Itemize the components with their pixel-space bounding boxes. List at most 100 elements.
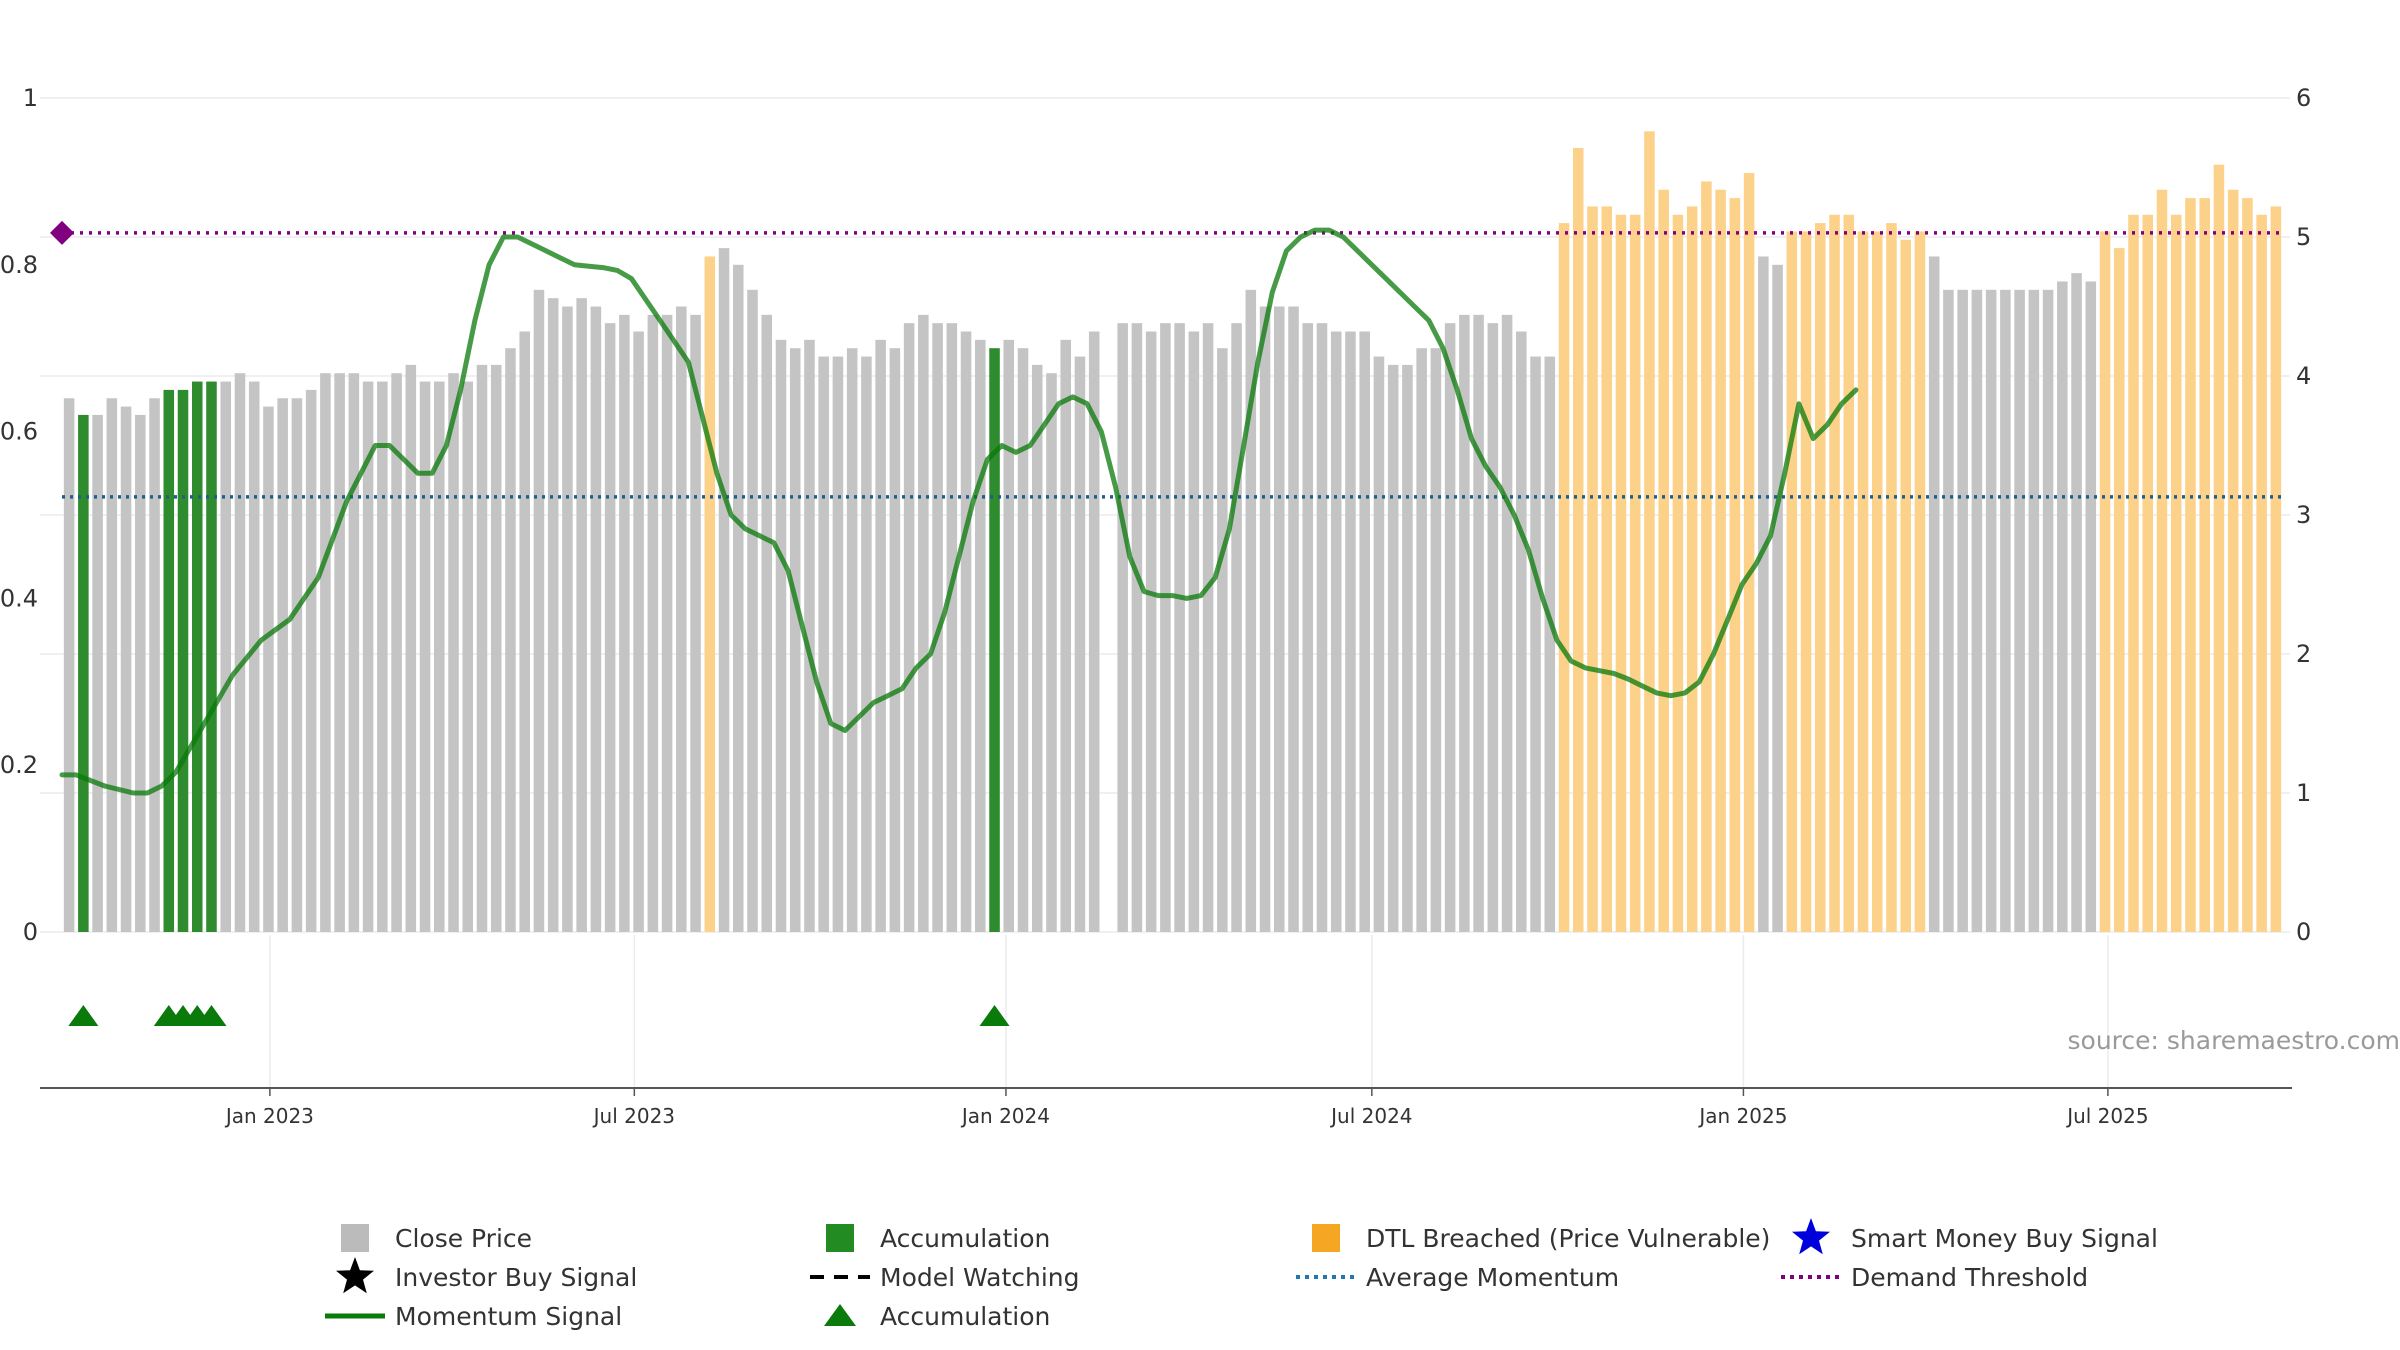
bar-close-price bbox=[291, 398, 303, 932]
bar-close-price bbox=[1231, 323, 1242, 932]
bar-close-price bbox=[547, 298, 559, 932]
bar-dtl-breached bbox=[1743, 173, 1755, 932]
bar-close-price bbox=[234, 373, 246, 933]
bar-close-price bbox=[220, 381, 231, 932]
bar-close-price bbox=[1928, 256, 1940, 933]
bar-close-price bbox=[448, 373, 459, 933]
bar-close-price bbox=[732, 264, 744, 932]
bar-dtl-breached bbox=[1601, 206, 1613, 933]
bar-dtl-breached bbox=[1886, 223, 1897, 933]
x-tick-label: Jul 2024 bbox=[1329, 1104, 1412, 1128]
y-left-tick-label: 1 bbox=[23, 84, 38, 112]
bar-dtl-breached bbox=[1587, 206, 1598, 933]
legend-label: Smart Money Buy Signal bbox=[1851, 1224, 2158, 1253]
legend-label: Investor Buy Signal bbox=[395, 1263, 637, 1292]
bar-close-price bbox=[63, 398, 75, 932]
y-left-tick-label: 0.8 bbox=[0, 251, 38, 279]
bar-dtl-breached bbox=[1672, 214, 1684, 932]
legend-label: DTL Breached (Price Vulnerable) bbox=[1366, 1224, 1770, 1253]
bar-close-price bbox=[1046, 373, 1057, 933]
bar-close-price bbox=[1373, 356, 1385, 932]
bar-close-price bbox=[490, 364, 502, 932]
bar-dtl-breached bbox=[1715, 189, 1726, 933]
bar-close-price bbox=[92, 414, 103, 932]
legend-label: Demand Threshold bbox=[1851, 1263, 2088, 1292]
bar-close-price bbox=[1117, 323, 1128, 932]
bars bbox=[63, 131, 2282, 933]
y-right-tick-label: 1 bbox=[2296, 779, 2311, 807]
bar-close-price bbox=[362, 381, 374, 932]
bar-close-price bbox=[1772, 264, 1783, 932]
bar-close-price bbox=[832, 356, 844, 932]
y-right-tick-label: 4 bbox=[2296, 362, 2311, 390]
bar-dtl-breached bbox=[2270, 206, 2282, 933]
bar-dtl-breached bbox=[1701, 181, 1712, 932]
y-right-tick-label: 3 bbox=[2296, 501, 2311, 529]
bar-close-price bbox=[2057, 281, 2068, 933]
bar-close-price bbox=[661, 314, 673, 933]
bar-close-price bbox=[1985, 289, 1997, 932]
bar-close-price bbox=[604, 323, 616, 932]
bar-close-price bbox=[903, 323, 915, 932]
bar-close-price bbox=[619, 314, 630, 933]
momentum-signal bbox=[59, 227, 1859, 796]
bar-dtl-breached bbox=[2099, 231, 2111, 932]
y-left-tick-label: 0.2 bbox=[0, 751, 38, 779]
bar-close-price bbox=[419, 381, 431, 932]
bar-close-price bbox=[277, 398, 288, 932]
bar-close-price bbox=[2042, 289, 2054, 932]
bar-close-price bbox=[1003, 339, 1015, 932]
bar-close-price bbox=[505, 348, 516, 932]
bar-close-price bbox=[1487, 323, 1499, 932]
bar-close-price bbox=[1943, 289, 1954, 932]
bar-close-price bbox=[1544, 356, 1556, 932]
bar-close-price bbox=[818, 356, 829, 932]
bar-dtl-breached bbox=[2170, 214, 2182, 932]
bar-close-price bbox=[633, 331, 644, 932]
bar-close-price bbox=[576, 298, 587, 932]
bar-dtl-breached bbox=[2213, 164, 2225, 933]
y-right-tick-label: 5 bbox=[2296, 223, 2311, 251]
bar-close-price bbox=[1188, 331, 1200, 932]
y-left-tick-label: 0.6 bbox=[0, 418, 38, 446]
reference-lines bbox=[50, 220, 2283, 499]
bar-close-price bbox=[391, 373, 402, 933]
bar-dtl-breached bbox=[1900, 239, 1911, 932]
bar-close-price bbox=[918, 314, 929, 933]
bar-dtl-breached bbox=[2128, 214, 2139, 932]
bar-close-price bbox=[1444, 323, 1456, 932]
bar-close-price bbox=[334, 373, 345, 933]
axes: 0 0.2 0.4 0.6 0.8 1 0 1 2 3 4 5 6 Jan 2023 Jul 2023 Jan… bbox=[0, 84, 2311, 1128]
bar-accumulation bbox=[177, 389, 189, 932]
bar-close-price bbox=[690, 314, 701, 933]
bar-dtl-breached bbox=[1829, 214, 1840, 932]
bar-close-price bbox=[1031, 364, 1043, 932]
bar-dtl-breached bbox=[1615, 214, 1627, 932]
bar-close-price bbox=[889, 348, 901, 932]
accumulation-markers bbox=[68, 1005, 1010, 1026]
bar-dtl-breached bbox=[2185, 198, 2196, 932]
bar-dtl-breached bbox=[2199, 198, 2210, 932]
bar-close-price bbox=[875, 339, 886, 932]
bar-close-price bbox=[861, 356, 872, 932]
x-tick-label: Jul 2023 bbox=[592, 1104, 675, 1128]
legend-star-icon bbox=[336, 1257, 374, 1294]
bar-close-price bbox=[562, 306, 573, 932]
bar-close-price bbox=[804, 339, 815, 932]
bar-close-price bbox=[747, 289, 758, 932]
legend-swatch bbox=[826, 1224, 854, 1252]
legend-label: Average Momentum bbox=[1366, 1263, 1619, 1292]
bar-close-price bbox=[120, 406, 132, 933]
legend-swatch bbox=[341, 1224, 369, 1252]
y-right-tick-label: 6 bbox=[2296, 84, 2311, 112]
legend-swatch bbox=[1312, 1224, 1340, 1252]
bar-close-price bbox=[1074, 356, 1086, 932]
bar-dtl-breached bbox=[1629, 214, 1641, 932]
bar-accumulation bbox=[78, 414, 89, 932]
bar-accumulation bbox=[989, 348, 1000, 932]
accumulation-triangle bbox=[196, 1005, 227, 1026]
bar-close-price bbox=[1316, 323, 1328, 932]
bar-close-price bbox=[1359, 331, 1370, 932]
bar-close-price bbox=[1330, 331, 1342, 932]
